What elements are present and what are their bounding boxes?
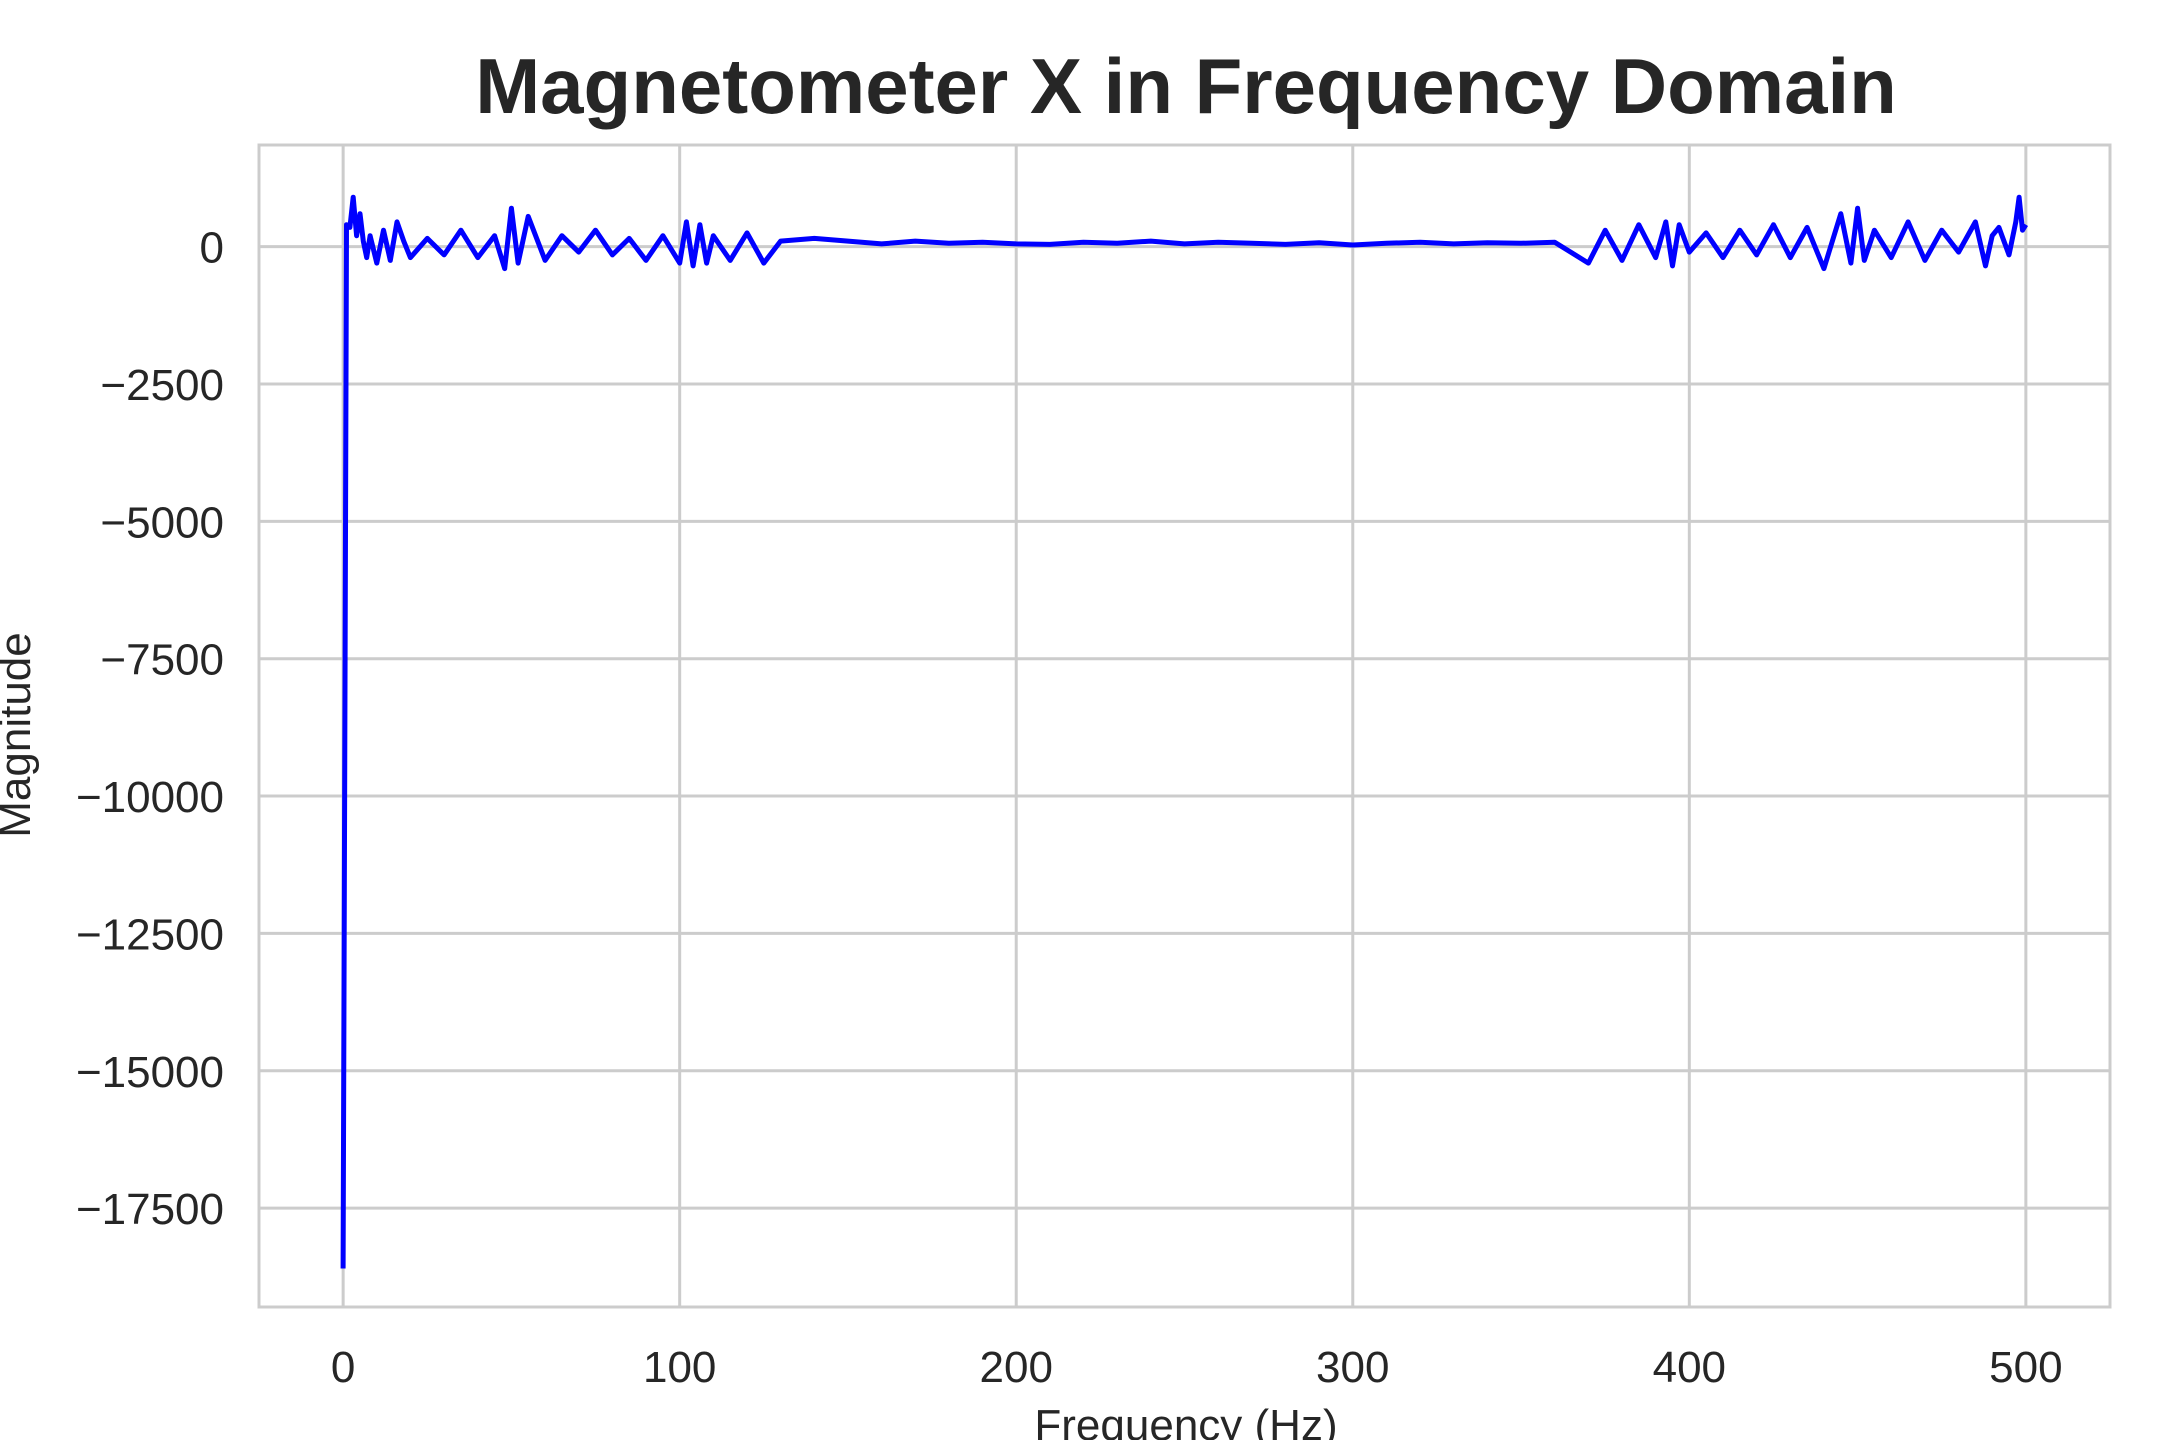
y-tick-label: −5000 bbox=[100, 498, 224, 547]
y-tick-label: −15000 bbox=[76, 1048, 224, 1097]
grid-lines bbox=[259, 145, 2110, 1307]
series-layer bbox=[340, 194, 2029, 1269]
y-tick-label: −7500 bbox=[100, 636, 224, 685]
x-tick-label: 200 bbox=[980, 1343, 1053, 1392]
x-tick-label: 0 bbox=[331, 1343, 355, 1392]
x-tick-label: 300 bbox=[1316, 1343, 1389, 1392]
y-tick-label: 0 bbox=[200, 224, 224, 273]
x-axis-label: Frequency (Hz) bbox=[1034, 1401, 1337, 1440]
y-axis-label: Magnitude bbox=[0, 632, 40, 837]
y-tick-label: −17500 bbox=[76, 1185, 224, 1234]
series-line bbox=[340, 194, 2029, 1269]
chart-title: Magnetometer X in Frequency Domain bbox=[475, 42, 1897, 130]
x-tick-label: 100 bbox=[643, 1343, 716, 1392]
x-tick-labels: 0 100 200 300 400 500 bbox=[331, 1343, 2063, 1392]
y-tick-labels: 0 −2500 −5000 −7500 −10000 −12500 −15000 −17500 bbox=[76, 224, 224, 1234]
plot-frame bbox=[257, 143, 2112, 1309]
y-tick-label: −10000 bbox=[76, 773, 224, 822]
x-tick-label: 500 bbox=[1989, 1343, 2062, 1392]
x-tick-label: 400 bbox=[1653, 1343, 1726, 1392]
y-tick-label: −12500 bbox=[76, 910, 224, 959]
y-tick-label: −2500 bbox=[100, 361, 224, 410]
